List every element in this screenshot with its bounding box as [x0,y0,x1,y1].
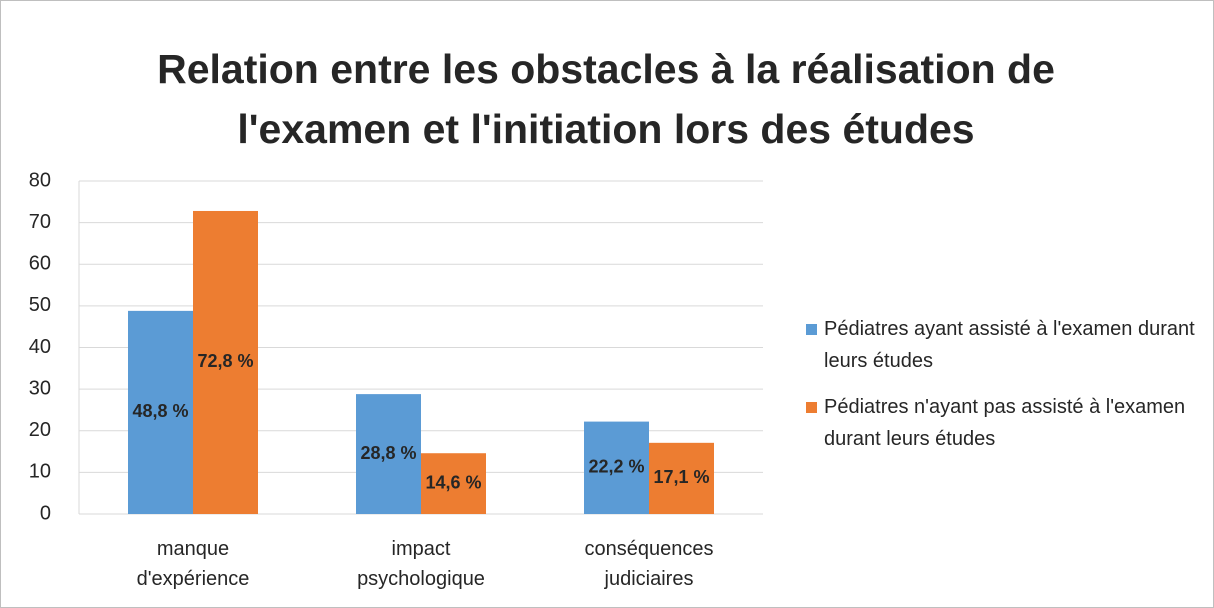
legend-swatch [806,324,817,335]
bar [128,310,193,514]
y-tick-label: 30 [29,377,51,399]
bar [421,453,486,514]
bar [649,442,714,514]
legend-label: Pédiatres n'ayant pas assisté à l'examen… [824,396,1186,450]
legend-swatch [806,402,817,413]
y-tick-label: 50 [29,294,51,316]
x-tick-label: conséquences judiciaires [584,538,714,590]
y-tick-label: 20 [29,419,51,441]
y-tick-label: 10 [29,461,51,483]
y-tick-label: 60 [29,253,51,275]
bar [356,394,421,514]
bar [193,210,258,514]
data-label: 28,8 % [360,443,416,463]
legend-entry: Pédiatres ayant assisté à l'examen duran… [806,313,1206,377]
bar [584,421,649,514]
legend-label: Pédiatres ayant assisté à l'examen duran… [824,318,1195,372]
legend-entry: Pédiatres n'ayant pas assisté à l'examen… [806,391,1206,455]
y-tick-label: 80 [29,169,51,191]
data-label: 14,6 % [425,472,481,492]
data-label: 48,8 % [132,401,188,421]
y-tick-label: 40 [29,336,51,358]
x-tick-label: impact psychologique [357,538,485,590]
data-label: 17,1 % [653,467,709,487]
x-tick-label: manque d'expérience [136,538,250,590]
data-label: 22,2 % [588,457,644,477]
y-tick-label: 70 [29,211,51,233]
chart-title: Relation entre les obstacles à la réalis… [157,46,1055,152]
y-tick-label: 0 [40,502,51,524]
data-label: 72,8 % [197,351,253,371]
